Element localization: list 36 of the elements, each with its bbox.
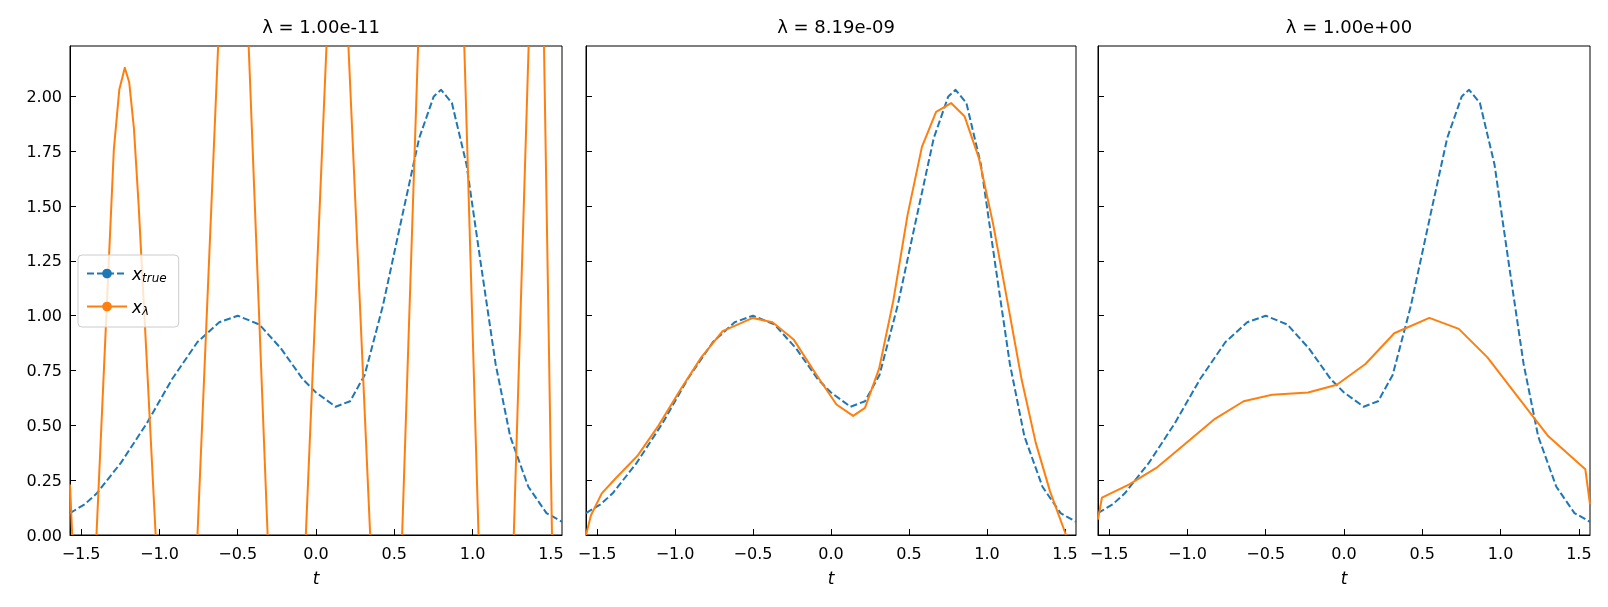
x-tick-label: −1.5 [61,543,101,563]
x-tick-label: −1.5 [577,543,617,563]
y-tick-label: 1.50 [26,196,62,216]
y-tick-label: 1.75 [26,141,62,161]
y-tick-label: 0.25 [26,470,62,490]
x-axis-title: t [827,567,836,588]
x-tick-label: −1.0 [1167,543,1207,563]
x-tick-label: −1.0 [655,543,695,563]
x-tick-label: 1.0 [459,543,486,563]
x-axis-title: t [1340,567,1349,588]
y-tick-label: 0.00 [26,525,62,545]
x-tick-label: 1.5 [1052,543,1078,563]
chart-title: λ = 8.19e-09 [777,15,895,37]
y-tick-label: 2.00 [26,86,62,106]
x-tick-label: −1.0 [139,543,179,563]
x-tick-label: 1.0 [1487,543,1514,563]
x-tick-label: 0.0 [303,543,329,563]
x-tick-label: 1.0 [974,543,1000,563]
x-tick-label: −0.5 [1246,543,1286,563]
x-axis-title: t [312,567,321,588]
x-tick-label: 1.5 [538,543,564,563]
y-tick-label: 0.75 [26,361,62,381]
x-tick-label: 0.5 [896,543,922,563]
y-tick-label: 1.25 [26,251,62,271]
x-tick-label: 0.5 [381,543,408,563]
chart-title: λ = 1.00e+00 [1285,15,1413,37]
x-tick-label: 0.0 [818,543,844,563]
x-tick-label: 0.0 [1331,543,1357,563]
y-tick-label: 0.50 [26,415,62,435]
x-tick-label: 1.5 [1566,543,1592,563]
y-tick-label: 1.00 [26,306,62,326]
x-tick-label: −0.5 [218,543,258,563]
x-tick-label: −0.5 [733,543,773,563]
chart-title: λ = 1.00e-11 [262,15,380,37]
x-tick-label: −1.5 [1089,543,1129,563]
x-tick-label: 0.5 [1409,543,1436,563]
